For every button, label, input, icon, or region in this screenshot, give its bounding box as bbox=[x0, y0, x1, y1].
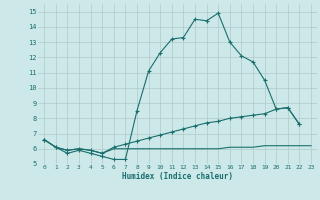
X-axis label: Humidex (Indice chaleur): Humidex (Indice chaleur) bbox=[122, 172, 233, 181]
